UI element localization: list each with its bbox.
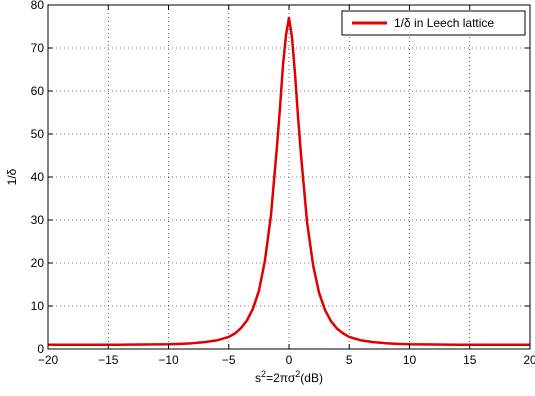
y-tick-label: 10: [31, 299, 45, 313]
legend: 1/δ in Leech lattice: [341, 10, 526, 36]
x-tick-label: 20: [523, 353, 535, 367]
x-tick-label: 15: [463, 353, 477, 367]
x-tick-label: −10: [158, 353, 179, 367]
grid: [48, 5, 530, 349]
y-tick-label: 0: [37, 342, 44, 356]
series-line: [48, 16, 530, 346]
y-tick-label: 50: [31, 127, 45, 141]
y-axis-label: 1/δ: [5, 168, 19, 185]
y-tick-label: 70: [31, 41, 45, 55]
y-tick-label: 80: [31, 0, 45, 12]
x-tick-label: −15: [98, 353, 119, 367]
y-tick-label: 40: [31, 170, 45, 184]
x-tick-label: 0: [286, 353, 293, 367]
x-tick-label: 5: [346, 353, 353, 367]
y-tick-label: 30: [31, 213, 45, 227]
y-tick-label: 60: [31, 84, 45, 98]
x-tick-label: 10: [403, 353, 417, 367]
legend-label: 1/δ in Leech lattice: [394, 16, 494, 30]
x-tick-labels: −20 −15 −10 −5 0 5 10 15 20: [38, 353, 535, 367]
series-layer: [48, 16, 530, 346]
ticks: [47, 4, 531, 350]
y-tick-label: 20: [31, 256, 45, 270]
x-axis-label: s2=2πσ2(dB): [255, 369, 323, 385]
x-tick-label: −5: [222, 353, 236, 367]
x-tick-label: −20: [38, 353, 59, 367]
y-tick-labels: 0 10 20 30 40 50 60 70 80: [31, 0, 45, 356]
